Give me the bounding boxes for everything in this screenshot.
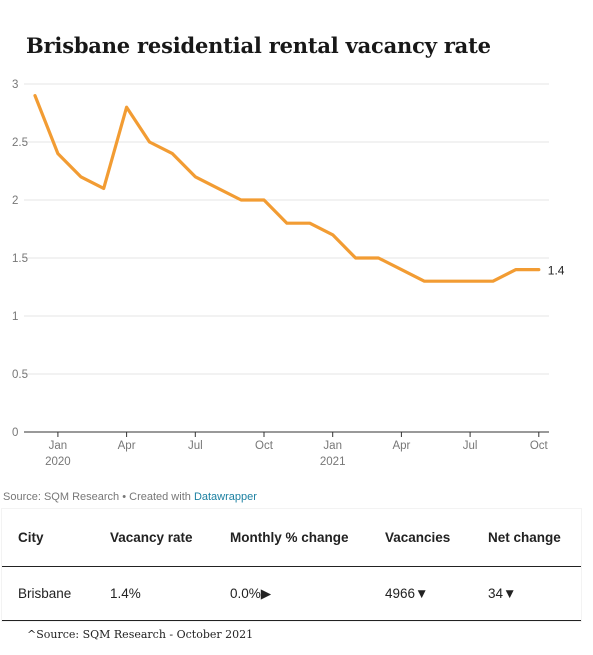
x-tick-label: Jan — [323, 440, 342, 452]
series-line — [33, 94, 541, 283]
vacancy-table: City Vacancy rate Monthly % change Vacan… — [2, 509, 581, 621]
y-tick-label: 3 — [12, 79, 18, 91]
x-tick-label: Jan — [49, 440, 68, 452]
header-vacancies[interactable]: Vacancies — [385, 509, 488, 567]
y-tick-label: 0 — [12, 427, 18, 439]
table-header-row: City Vacancy rate Monthly % change Vacan… — [2, 509, 581, 567]
y-tick-label: 2 — [12, 195, 18, 207]
y-tick-label: 2.5 — [12, 137, 28, 149]
x-tick-label: Apr — [392, 440, 410, 452]
x-tick-year-label: 2021 — [320, 456, 346, 468]
play-triangle-icon: ▶ — [260, 585, 272, 601]
cell-vacancies: 4966▼ — [385, 566, 488, 621]
x-tick-label: Oct — [530, 440, 549, 452]
cell-monthly-change: 0.0%▶ — [230, 566, 385, 621]
footnote: ^Source: SQM Research - October 2021 — [27, 628, 254, 641]
x-tick-year-label: 2020 — [45, 456, 71, 468]
x-tick-label: Oct — [255, 440, 274, 452]
down-triangle-icon: ▼ — [415, 586, 429, 601]
source-text: Source: SQM Research • Created with — [3, 491, 194, 503]
vacancies-value: 4966 — [385, 586, 416, 601]
x-tick-label: Jul — [188, 440, 203, 452]
header-vacancy-rate[interactable]: Vacancy rate — [110, 509, 230, 567]
table-row: Brisbane 1.4% 0.0%▶ 4966▼ 34▼ — [2, 566, 581, 621]
x-tick-label: Apr — [118, 440, 136, 452]
chart-source: Source: SQM Research • Created with Data… — [3, 491, 257, 503]
y-tick-label: 1.5 — [12, 253, 28, 265]
y-tick-label: 1 — [12, 311, 18, 323]
monthly-change-value: 0.0% — [230, 585, 261, 601]
down-triangle-icon: ▼ — [503, 586, 517, 601]
cell-city: Brisbane — [2, 566, 110, 621]
header-city[interactable]: City — [2, 509, 110, 567]
y-tick-label: 0.5 — [12, 369, 28, 381]
datawrapper-link[interactable]: Datawrapper — [193, 491, 257, 503]
end-value-label: 1.4 — [548, 264, 565, 278]
chart-title: Brisbane residential rental vacancy rate — [26, 33, 491, 58]
cell-vacancy-rate: 1.4% — [110, 566, 230, 621]
line-chart: 0 0.5 1 1.5 2 2.5 3 Jan 2020 Apr Jul Oct Jan 2021 Apr J… — [12, 79, 565, 468]
net-change-value: 34 — [488, 586, 504, 601]
x-tick-label: Jul — [463, 440, 478, 452]
header-monthly-change[interactable]: Monthly % change — [230, 509, 385, 567]
cell-net-change: 34▼ — [488, 566, 581, 621]
header-net-change[interactable]: Net change — [488, 509, 581, 567]
